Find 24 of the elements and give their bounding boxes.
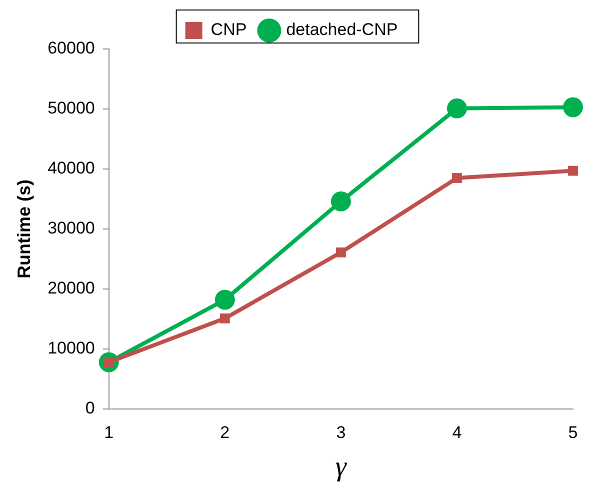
point xyxy=(220,313,230,324)
y-tick-label: 30000 xyxy=(48,218,95,238)
point xyxy=(446,98,467,118)
point xyxy=(568,166,578,176)
y-tick-label: 50000 xyxy=(48,98,95,118)
y-axis-title: Runtime (s) xyxy=(14,179,34,278)
point xyxy=(330,191,351,212)
point xyxy=(336,247,346,258)
y-tick-label: 40000 xyxy=(48,158,95,178)
y-tick-label: 60000 xyxy=(48,38,95,58)
point xyxy=(214,290,235,310)
legend-label: detached-CNP xyxy=(286,20,398,40)
x-tick-label: 2 xyxy=(220,422,230,442)
y-tick-label: 10000 xyxy=(48,338,95,358)
y-tick-label: 20000 xyxy=(48,278,95,298)
point xyxy=(452,173,462,183)
x-axis-title: γ xyxy=(335,452,348,483)
x-tick-label: 4 xyxy=(452,422,462,442)
x-tick-label: 3 xyxy=(336,422,346,442)
y-tick-label: 0 xyxy=(85,398,95,418)
x-tick-label: 1 xyxy=(104,422,114,442)
x-tick-label: 5 xyxy=(568,422,578,442)
legend-label: CNP xyxy=(210,20,247,40)
point xyxy=(563,97,583,118)
